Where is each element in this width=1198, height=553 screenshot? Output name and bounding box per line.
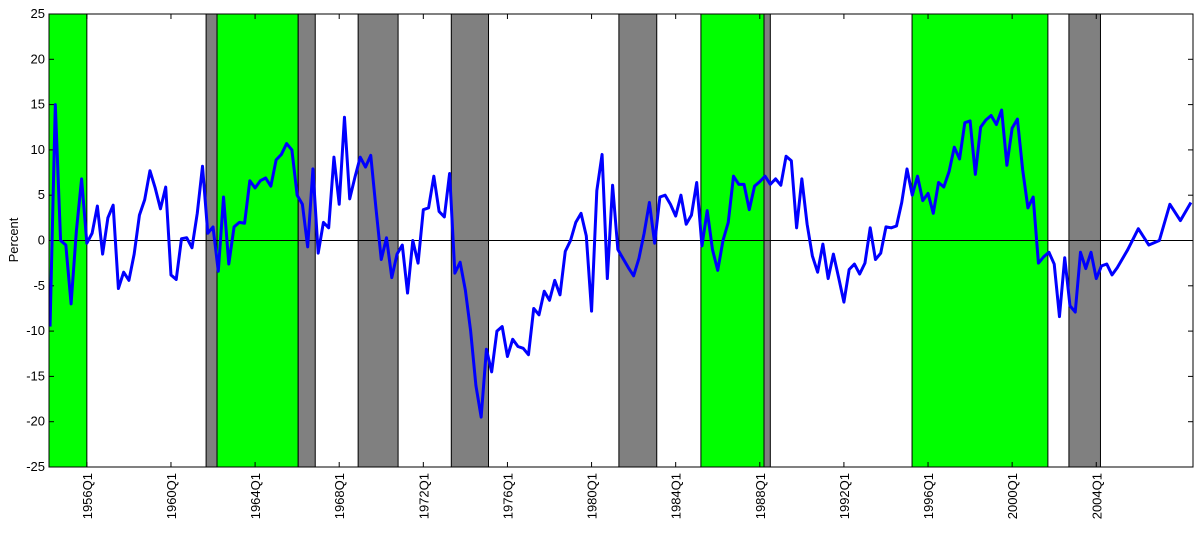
x-tick-label: 2000Q1 xyxy=(1005,473,1020,519)
x-tick-label: 1984Q1 xyxy=(669,473,684,519)
x-tick-label: 1976Q1 xyxy=(500,473,515,519)
y-tick-label: -20 xyxy=(26,414,45,429)
data-line xyxy=(48,103,1193,419)
x-tick-label: 2004Q1 xyxy=(1089,473,1104,519)
y-tick-label: -15 xyxy=(26,368,45,383)
y-tick-label: 0 xyxy=(38,233,45,248)
y-axis-label: Percent xyxy=(6,217,21,262)
x-tick-label: 1988Q1 xyxy=(753,473,768,519)
x-tick-label: 1964Q1 xyxy=(248,473,263,519)
y-tick-label: -10 xyxy=(26,323,45,338)
x-tick-label: 1980Q1 xyxy=(585,473,600,519)
y-tick-label: -25 xyxy=(26,459,45,474)
y-tick-label: 20 xyxy=(31,51,45,66)
y-tick-label: -5 xyxy=(33,278,45,293)
y-tick-label: 5 xyxy=(38,187,45,202)
plot-frame xyxy=(48,13,1194,468)
y-tick-label: 10 xyxy=(31,142,45,157)
x-tick-label: 1960Q1 xyxy=(164,473,179,519)
y-tick-label: 15 xyxy=(31,97,45,112)
x-tick-label: 1996Q1 xyxy=(921,473,936,519)
y-tick-label: 25 xyxy=(31,6,45,21)
x-tick-label: 1956Q1 xyxy=(80,473,95,519)
x-tick-label: 1968Q1 xyxy=(332,473,347,519)
x-tick-label: 1972Q1 xyxy=(416,473,431,519)
x-tick-label: 1992Q1 xyxy=(837,473,852,519)
